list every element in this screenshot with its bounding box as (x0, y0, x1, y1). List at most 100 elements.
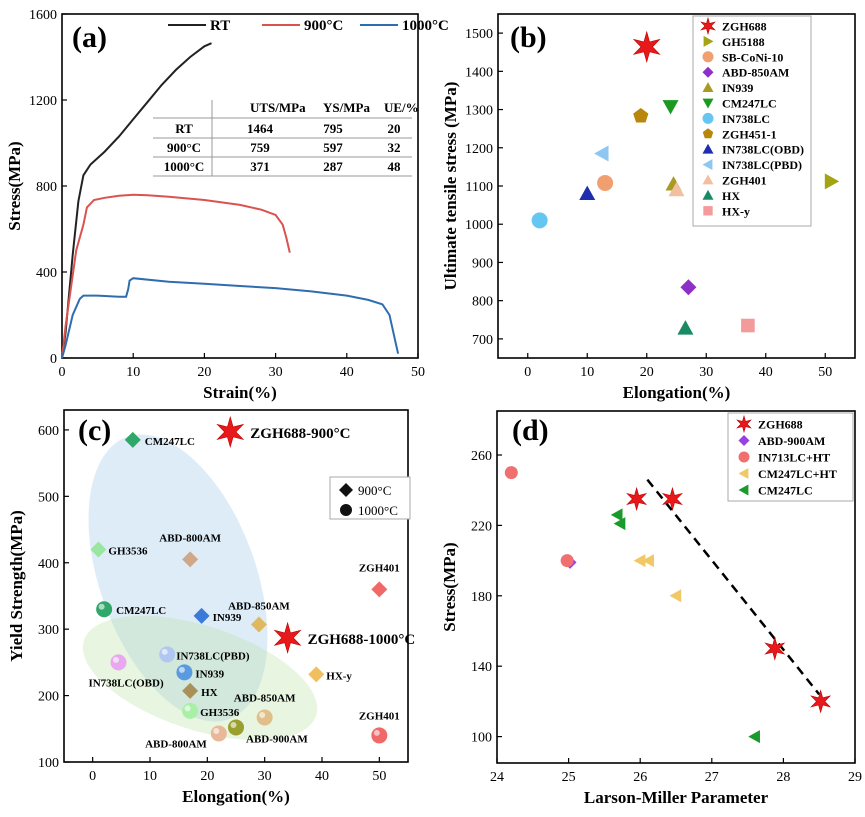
legend-label: ZGH688 (722, 20, 767, 34)
panel-b-y-tick-label: 1100 (466, 180, 493, 195)
panel-b-y-tick-label: 700 (472, 333, 493, 348)
panel-a: 0 10 20 30 40 50 0 400 800 1200 1600 Strain(%) Stres… (5, 8, 449, 402)
legend-label: 900°C (358, 483, 391, 498)
shaded-region-900 (88, 434, 268, 722)
panel-c-y-tick-label: 600 (38, 424, 59, 439)
point-label: CM247LC (116, 605, 166, 617)
panel-a-y-axis-label: Stress(MPa) (5, 141, 24, 230)
data-point (661, 486, 683, 512)
legend-label: IN738LC(PBD) (722, 158, 802, 172)
legend-label: 1000°C (402, 18, 449, 34)
stress-strain-curve (61, 277, 400, 359)
legend-marker (703, 35, 714, 47)
panel-b-panel-label: (b) (510, 21, 547, 54)
panel-c-y-tick-label: 100 (38, 756, 59, 771)
legend-marker (702, 82, 714, 92)
legend-marker (340, 504, 352, 516)
sphere-highlight (213, 727, 220, 734)
legend-marker (736, 414, 752, 434)
table-cell: 48 (388, 159, 402, 174)
data-point (560, 554, 574, 568)
data-point (371, 581, 388, 598)
panel-a-x-tick-label: 20 (197, 365, 211, 380)
legend-marker (702, 66, 714, 78)
panel-c-y-axis-label: Yield Strength(MPa) (7, 510, 26, 662)
panel-d-y-tick-label: 100 (471, 731, 492, 746)
point-label: ABD-850AM (228, 601, 290, 613)
data-point (662, 100, 679, 115)
legend-label: SB-CoNi-10 (722, 50, 783, 64)
table-cell: 287 (323, 159, 343, 174)
data-point (633, 108, 649, 123)
legend-marker (702, 128, 714, 139)
data-point (193, 607, 210, 624)
panel-b-y-axis-label: Ultimate tensile stress (MPa) (441, 82, 460, 291)
stress-strain-curve (61, 193, 291, 359)
legend-marker (702, 98, 714, 109)
panel-c-y-tick-label: 500 (38, 490, 59, 505)
data-point (110, 654, 127, 671)
panel-a-x-tick-label: 0 (59, 365, 66, 380)
panel-a-y-tick-label: 1200 (29, 94, 57, 109)
data-point (182, 551, 199, 568)
panel-b-y-tick-label: 1500 (465, 27, 493, 42)
data-point (613, 517, 626, 531)
table-header: UTS/MPa (250, 100, 306, 115)
legend-label: 1000°C (358, 503, 398, 518)
point-label: HX-y (326, 670, 352, 682)
panel-d-y-axis-label: Stress(MPa) (440, 542, 459, 631)
legend-label: ZGH401 (722, 174, 767, 188)
legend-marker (703, 206, 713, 216)
data-point (669, 589, 682, 603)
data-point (250, 616, 267, 633)
panel-b-y-tick-label: 1000 (465, 218, 493, 233)
legend-label: CM247LC+HT (758, 467, 837, 481)
data-point (159, 646, 176, 663)
legend-label: IN738LC(OBD) (722, 143, 804, 157)
table-cell: 795 (323, 121, 343, 136)
panel-c-x-tick-label: 10 (143, 769, 157, 784)
data-point (273, 621, 302, 654)
data-point (764, 636, 786, 661)
panel-b-x-tick-label: 50 (818, 365, 832, 380)
point-label: ZGH688-1000°C (308, 632, 416, 648)
panel-c-y-tick-label: 300 (38, 623, 59, 638)
panel-a-x-tick-label: 10 (126, 365, 140, 380)
legend-marker (702, 51, 714, 63)
legend-label: IN713LC+HT (758, 451, 830, 465)
panel-b-x-tick-label: 40 (759, 365, 773, 380)
panel-a-x-axis-label: Strain(%) (203, 383, 277, 402)
point-label: ABD-800AM (145, 738, 207, 750)
legend-marker (702, 112, 714, 124)
legend-label: IN738LC (722, 112, 770, 126)
panel-d-plot-frame (496, 410, 856, 764)
panel-a-x-tick-label: 50 (411, 365, 425, 380)
sphere-highlight (178, 666, 185, 673)
data-point (176, 664, 193, 681)
point-label: ZGH688-900°C (250, 426, 350, 442)
panel-b-y-tick-label: 900 (472, 256, 493, 271)
panel-a-y-tick-label: 0 (50, 352, 57, 367)
legend-marker (702, 174, 714, 185)
panel-d-x-tick-label: 29 (848, 770, 862, 785)
legend-label: ABD-850AM (722, 66, 789, 80)
panel-a-x-tick-label: 40 (340, 365, 354, 380)
table-cell: 759 (250, 140, 270, 155)
point-label: ABD-850AM (234, 693, 296, 705)
data-point (90, 541, 107, 558)
stress-strain-curve (61, 42, 212, 359)
legend-marker (702, 189, 714, 200)
panel-d: 24 25 26 27 28 29 100 140 180 220 260 Larson-Miller… (440, 410, 862, 807)
panel-c: 0 10 20 30 40 50 100 200 300 400 500 600 Elongation(… (7, 409, 416, 806)
legend-marker (702, 143, 714, 154)
data-point (741, 318, 755, 333)
stats-table: UTS/MPa YS/MPa UE/% RT 1464 795 20 900°C 759 597 3… (153, 100, 419, 177)
panel-b-x-tick-label: 20 (640, 365, 654, 380)
legend-label: 900°C (304, 18, 343, 34)
legend-label: ZGH688 (758, 418, 803, 432)
data-point (182, 702, 199, 719)
point-label: IN939 (195, 668, 224, 680)
data-point (371, 727, 388, 744)
data-point (308, 666, 325, 683)
